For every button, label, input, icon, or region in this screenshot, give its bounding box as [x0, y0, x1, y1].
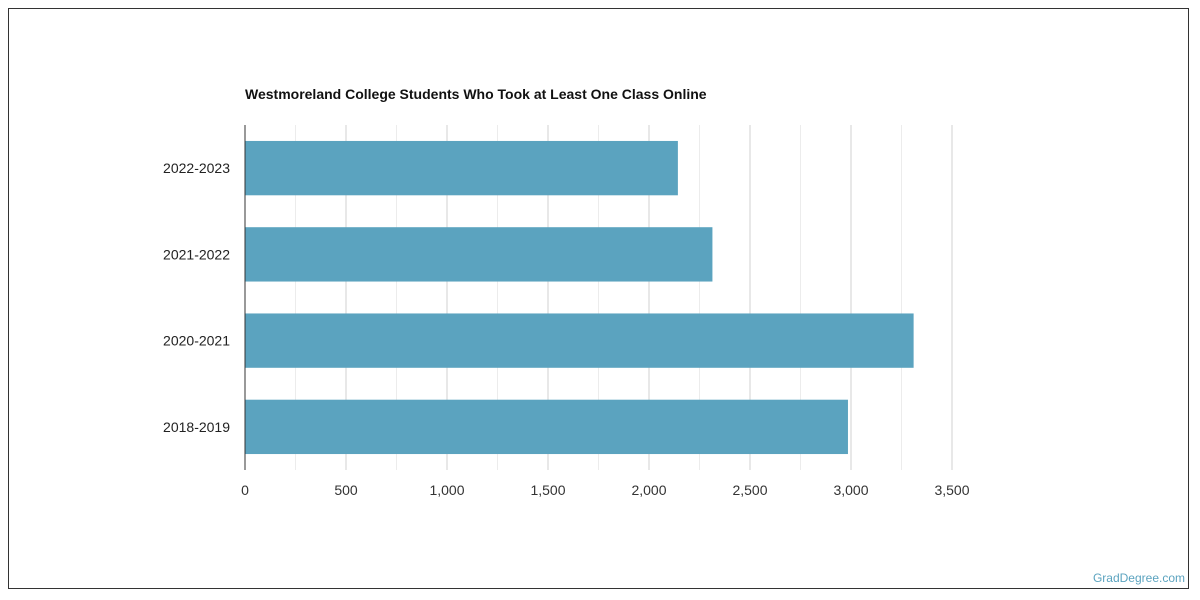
category-label: 2021-2022	[163, 246, 230, 262]
chart-title: Westmoreland College Students Who Took a…	[245, 86, 707, 102]
x-tick-label: 0	[241, 482, 249, 498]
category-label: 2018-2019	[163, 419, 230, 435]
x-tick-label: 3,500	[934, 482, 969, 498]
x-tick-label: 1,000	[429, 482, 464, 498]
x-tick-label: 500	[334, 482, 358, 498]
x-tick-label: 2,500	[732, 482, 767, 498]
watermark: GradDegree.com	[1092, 571, 1185, 585]
x-tick-labels: 0 500 1,000 1,500 2,000 2,500 3,000 3,500	[241, 482, 970, 498]
category-label: 2020-2021	[163, 333, 230, 349]
x-tick-label: 1,500	[530, 482, 565, 498]
category-labels: 2022-2023 2021-2022 2020-2021 2018-2019	[163, 160, 230, 435]
x-tick-label: 2,000	[631, 482, 666, 498]
x-tick-label: 3,000	[833, 482, 868, 498]
bar-2021-2022[interactable]	[245, 227, 713, 282]
bars	[245, 140, 914, 455]
category-label: 2022-2023	[163, 160, 230, 176]
bar-2020-2021[interactable]	[245, 313, 914, 368]
bar-2018-2019[interactable]	[245, 399, 848, 455]
bar-2022-2023[interactable]	[245, 140, 678, 196]
